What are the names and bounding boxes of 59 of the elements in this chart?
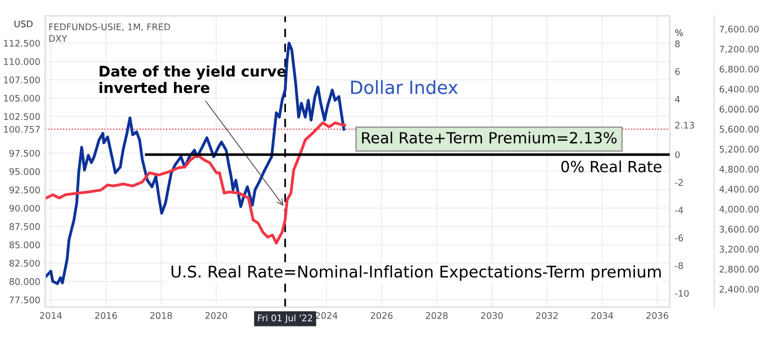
y-tick-label: 100.757 (4, 126, 40, 133)
y2-axis-title: % (675, 29, 683, 36)
y-tick-label: 102.500 (4, 113, 40, 120)
y-tick-label: 82.500 (9, 260, 40, 267)
y-tick-label: 77.500 (10, 296, 40, 304)
y2-tick-label: -2 (675, 179, 683, 186)
x-tick-label: 2028 (426, 312, 448, 319)
y-tick-label: 90.000 (9, 204, 40, 212)
y2-tick-label: 4 (675, 96, 680, 103)
y2-tick-label: 8 (675, 40, 680, 48)
x-tick-label: 2016 (95, 312, 117, 319)
y3-tick-label: 6,000.00 (720, 106, 759, 114)
x-tick-label: 2024 (316, 312, 338, 319)
ref-line-label: Fri 01 Jul '22 (258, 314, 312, 324)
annotation: Real Rate+Term Premium=2.13% (362, 132, 617, 144)
y3-tick-label: 4,000.00 (719, 206, 759, 214)
y2-tick-label: -6 (675, 234, 683, 242)
x-tick-label: 2032 (536, 312, 558, 319)
y-tick-label: 107.500 (4, 76, 40, 84)
text: FEDFUNDS-USIE, 1M, FRED (49, 23, 170, 32)
x-tick-label: 2036 (646, 312, 668, 319)
y3-tick-label: 2,400.00 (720, 286, 759, 294)
y-tick-label: 112.500 (4, 40, 40, 47)
y2-tick-label: -4 (675, 206, 684, 214)
text: DXY (49, 35, 68, 42)
y3-tick-label: 3,200.00 (720, 246, 759, 254)
y-tick-label: 110.000 (4, 58, 40, 65)
y2-tick-label: 6 (675, 68, 680, 75)
y3-tick-label: 5,600.00 (720, 126, 759, 134)
x-tick-label: 2026 (370, 312, 393, 319)
x-tick-label: 2034 (591, 312, 614, 319)
y3-tick-label: 6,400.00 (720, 86, 759, 94)
annotation: 0% Real Rate (561, 160, 662, 172)
y-tick-label: 80.000 (9, 278, 40, 285)
y2-tick-label: -8 (675, 262, 683, 270)
x-tick-label: 2020 (205, 312, 228, 319)
y-tick-label: 97.500 (9, 150, 40, 157)
y3-tick-label: 4,800.00 (719, 166, 759, 174)
x-tick-label: 2014 (40, 312, 62, 319)
x-tick-label: 2030 (481, 312, 503, 319)
y-tick-label: 85.000 (9, 241, 40, 248)
x-tick-label: 2018 (150, 312, 172, 319)
y3-tick-label: 2,800.00 (720, 266, 759, 274)
y2-tick-label: 0 (675, 151, 680, 158)
y-axis-title: USD (14, 20, 33, 28)
y3-tick-label: 7,600.00 (720, 26, 759, 34)
y3-tick-label: 3,600.00 (720, 226, 759, 234)
y3-tick-label: 4,400.00 (719, 186, 759, 194)
y3-tick-label: 6,800.00 (720, 66, 759, 74)
y2-tick-label: -10 (675, 290, 689, 297)
y-tick-label: 92.500 (9, 186, 40, 194)
y2-tick-label: 2.13 (675, 122, 694, 129)
series-label: Dollar Index (351, 80, 458, 94)
y-tick-label: 87.500 (9, 223, 40, 230)
annotation: U.S. Real Rate=Nominal-Inflation Expectations-Term premium (172, 265, 661, 281)
y3-tick-label: 7,200.00 (720, 46, 759, 54)
y3-tick-label: 5,200.00 (720, 146, 759, 154)
y-tick-label: 105.000 (4, 94, 40, 102)
y-tick-label: 95.000 (9, 168, 40, 175)
